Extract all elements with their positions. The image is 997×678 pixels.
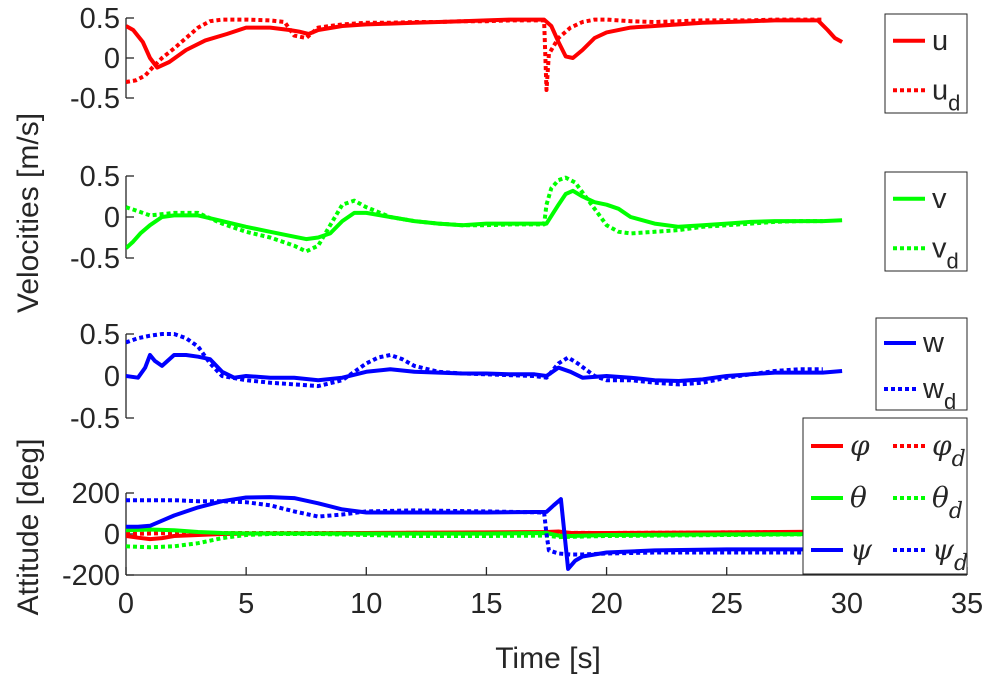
x-tick-label: 0 xyxy=(118,588,134,620)
legend-subscript: d xyxy=(948,90,960,115)
x-tick-label: 10 xyxy=(350,588,382,620)
legend-label-psi: ψ xyxy=(850,533,873,566)
series-line-w xyxy=(126,353,843,383)
x-tick-label: 25 xyxy=(711,588,743,620)
legend-v: vvd xyxy=(884,171,968,273)
y-tick-label: 0 xyxy=(104,202,120,234)
y-tick-label: 0 xyxy=(104,43,120,75)
legend-subscript: d xyxy=(952,447,966,472)
legend-subscript: d xyxy=(944,389,956,414)
x-tick-label: 15 xyxy=(470,588,502,620)
legend-w: wwd xyxy=(875,317,968,414)
y-tick-label: -0.5 xyxy=(70,83,120,115)
x-tick-label: 35 xyxy=(951,588,983,620)
y-tick-label: -0.5 xyxy=(70,403,120,435)
series-line-u xyxy=(126,17,844,70)
legend-label-theta: θ xyxy=(850,481,867,514)
legend-box xyxy=(884,171,968,272)
series-line-psi_d xyxy=(126,498,847,557)
legend-label-v: v xyxy=(932,183,947,215)
legend-u: uud xyxy=(884,13,968,115)
y-tick-label: 0 xyxy=(104,519,120,551)
x-tick-label: 30 xyxy=(831,588,863,620)
series-group xyxy=(126,17,844,92)
y-tick-label: 0.5 xyxy=(80,161,120,193)
series-group xyxy=(126,495,847,571)
legend-label-w: w xyxy=(922,327,945,359)
velocities-ylabel: Velocities [m/s] xyxy=(12,113,45,313)
x-tick-label: 5 xyxy=(238,588,254,620)
x-tick-label: 20 xyxy=(590,588,622,620)
series-line-v xyxy=(126,188,843,250)
legend-label-u: u xyxy=(932,25,948,57)
legend-box xyxy=(875,317,968,411)
series-group xyxy=(126,175,843,254)
legend-subscript: d xyxy=(949,499,963,524)
legend-box xyxy=(884,13,968,114)
y-tick-label: 0.5 xyxy=(80,319,120,351)
series-line-v_d xyxy=(126,175,823,254)
series-line-w_d xyxy=(126,332,823,389)
x-axis-label: Time [s] xyxy=(495,642,601,675)
y-tick-label: 0 xyxy=(104,361,120,393)
y-tick-label: 200 xyxy=(72,478,120,510)
series-line-u_d xyxy=(126,17,823,92)
legend-label-phi: φ xyxy=(850,429,870,462)
y-tick-label: -200 xyxy=(62,560,120,592)
legend-subscript: d xyxy=(947,248,959,273)
series-group xyxy=(126,332,843,389)
legend-attitude: φ φdθ θdψ ψd xyxy=(802,417,968,576)
legend-subscript: d xyxy=(954,551,968,576)
y-tick-label: -0.5 xyxy=(70,243,120,275)
series-line-theta_d xyxy=(126,532,847,550)
y-tick-label: 0.5 xyxy=(80,3,120,35)
attitude-ylabel: Attitude [deg] xyxy=(12,439,45,616)
